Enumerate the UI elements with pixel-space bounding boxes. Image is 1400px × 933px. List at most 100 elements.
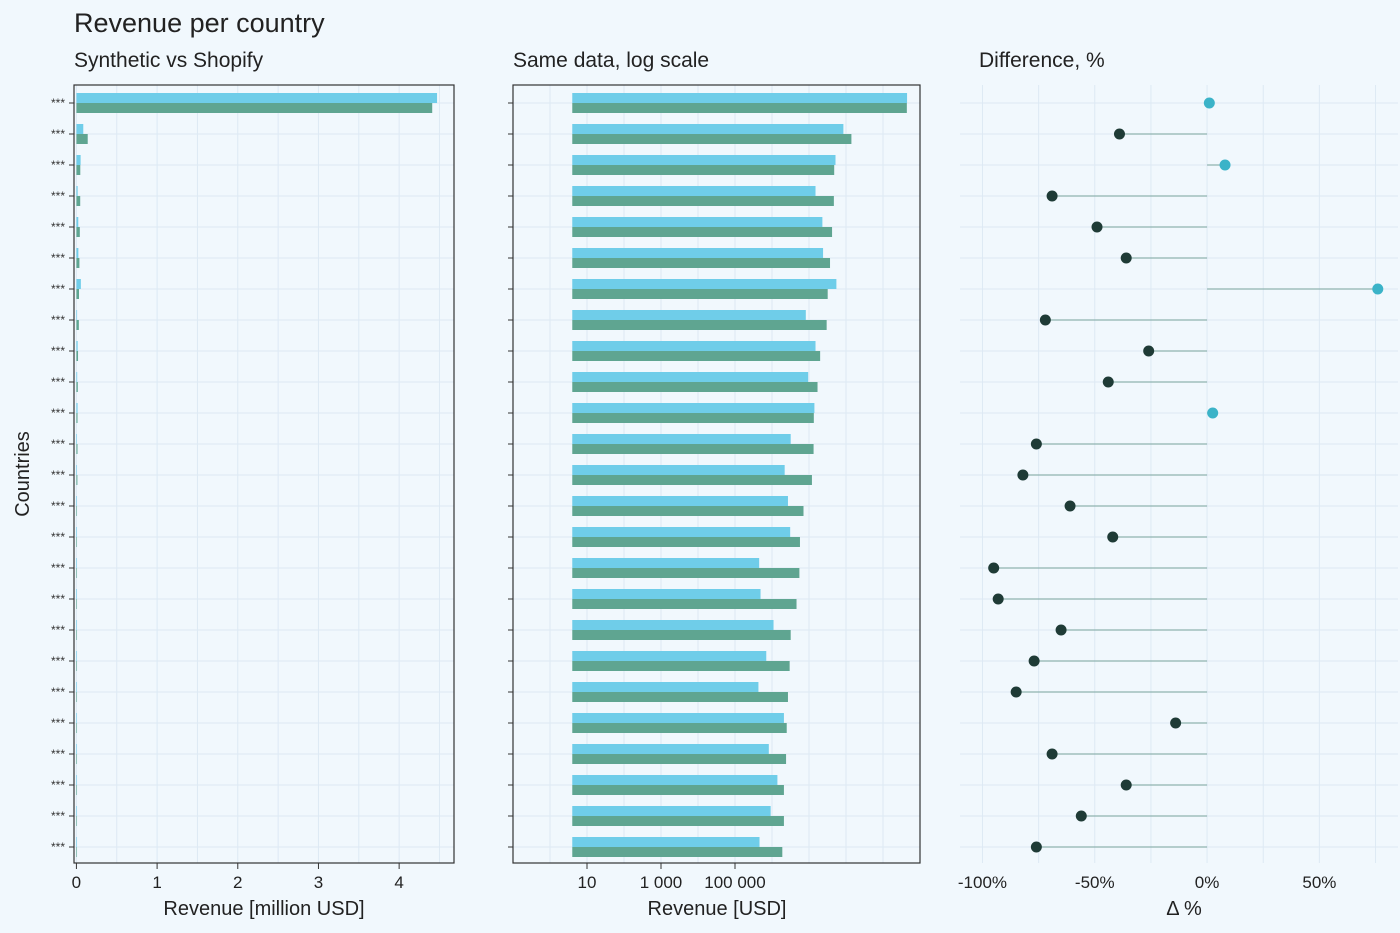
panel-difference: Difference, % -100% -50% 0% 50% Δ %: [958, 49, 1398, 920]
bar-synthetic: [572, 341, 816, 351]
bar-synthetic: [572, 496, 788, 506]
y-tick-label: ***: [51, 313, 65, 327]
difference-dot: [1030, 438, 1042, 450]
difference-dot: [1091, 221, 1103, 233]
bar-shopify: [76, 444, 78, 454]
bar-synthetic: [76, 496, 78, 506]
bar-synthetic: [572, 682, 759, 692]
y-tick-label: ***: [51, 778, 65, 792]
bar-shopify: [76, 413, 78, 423]
difference-dot: [1055, 624, 1067, 636]
panel-difference-subtitle: Difference, %: [979, 49, 1105, 72]
bar-synthetic: [572, 279, 837, 289]
bar-synthetic: [76, 682, 78, 692]
bar-synthetic: [572, 620, 774, 630]
difference-dot: [1039, 314, 1051, 326]
y-axis-label: Countries: [12, 431, 34, 517]
y-tick-label: ***: [51, 592, 65, 606]
y-tick-label: ***: [51, 499, 65, 513]
bar-synthetic: [76, 93, 438, 103]
bar-synthetic: [76, 155, 81, 165]
bar-shopify: [572, 785, 784, 795]
bar-synthetic: [76, 837, 78, 847]
bar-shopify: [572, 599, 797, 609]
bar-shopify: [572, 754, 787, 764]
x-tick-label: 0%: [1195, 873, 1220, 892]
bar-shopify: [572, 661, 790, 671]
bar-synthetic: [572, 651, 767, 661]
bar-shopify: [572, 382, 818, 392]
difference-dot: [1030, 841, 1042, 853]
bar-synthetic: [572, 217, 823, 227]
bar-synthetic: [76, 186, 78, 196]
bar-shopify: [76, 568, 78, 578]
bar-synthetic: [76, 310, 78, 320]
bar-shopify: [76, 320, 79, 330]
panel-linear: Synthetic vs Shopify *** *** *** *** *** *** *…: [51, 49, 455, 920]
bar-synthetic: [572, 124, 844, 134]
x-tick-label: 1: [152, 873, 161, 892]
bar-shopify: [76, 506, 78, 516]
difference-dot: [1046, 748, 1058, 760]
difference-dot: [988, 562, 1000, 574]
difference-dot: [1010, 686, 1022, 698]
y-tick-label: ***: [51, 127, 65, 141]
bar-synthetic: [76, 713, 78, 723]
x-tick-label: 1 000: [640, 873, 683, 892]
y-tick-label: ***: [51, 685, 65, 699]
bar-synthetic: [76, 372, 78, 382]
difference-dot: [1203, 97, 1215, 109]
bar-synthetic: [76, 248, 79, 258]
bar-shopify: [76, 847, 78, 857]
difference-dot: [1143, 345, 1155, 357]
panel-linear-subtitle: Synthetic vs Shopify: [74, 49, 264, 72]
bar-synthetic: [572, 558, 760, 568]
x-tick-label: 10: [578, 873, 597, 892]
difference-dot: [1219, 159, 1231, 171]
bar-synthetic: [572, 434, 791, 444]
panel-difference-x-ticks: -100% -50% 0% 50%: [958, 873, 1337, 892]
bar-shopify: [76, 754, 78, 764]
bar-synthetic: [76, 465, 78, 475]
bar-shopify: [76, 382, 78, 392]
bar-shopify: [572, 630, 791, 640]
y-tick-label: ***: [51, 654, 65, 668]
bar-synthetic: [76, 341, 78, 351]
panel-log: Same data, log scale 10 1 000 100 000 Reve…: [508, 49, 921, 920]
panel-linear-bars: [76, 93, 438, 857]
bar-synthetic: [572, 186, 816, 196]
difference-dot: [1120, 252, 1132, 264]
bar-shopify: [76, 258, 80, 268]
y-tick-label: ***: [51, 375, 65, 389]
bar-synthetic: [76, 434, 78, 444]
difference-dot: [1113, 128, 1125, 140]
bar-shopify: [572, 258, 831, 268]
x-tick-label: 4: [394, 873, 403, 892]
panel-log-bars: [572, 93, 908, 857]
panel-log-y-ticks: [508, 102, 513, 848]
bar-shopify: [572, 444, 814, 454]
x-tick-label: 100 000: [704, 873, 765, 892]
bar-shopify: [572, 537, 800, 547]
bar-shopify: [76, 692, 78, 702]
bar-synthetic: [572, 155, 836, 165]
bar-shopify: [76, 289, 80, 299]
difference-dot: [1120, 779, 1132, 791]
x-tick-label: 0: [72, 873, 81, 892]
y-tick-label: ***: [51, 468, 65, 482]
panel-linear-y-ticks: *** *** *** *** *** *** *** *** *** *** *** *** *** *…: [51, 96, 74, 854]
difference-dot: [1102, 376, 1114, 388]
difference-dot: [1107, 531, 1119, 543]
difference-dot: [1064, 500, 1076, 512]
bar-shopify: [572, 289, 828, 299]
y-tick-label: ***: [51, 158, 65, 172]
bar-shopify: [572, 413, 814, 423]
bar-shopify: [76, 103, 433, 113]
bar-shopify: [572, 847, 783, 857]
bar-shopify: [572, 227, 833, 237]
bar-synthetic: [572, 93, 908, 103]
bar-synthetic: [572, 310, 806, 320]
bar-synthetic: [572, 589, 761, 599]
bar-shopify: [76, 723, 78, 733]
panel-linear-x-ticks: 0 1 2 3 4: [72, 863, 404, 892]
